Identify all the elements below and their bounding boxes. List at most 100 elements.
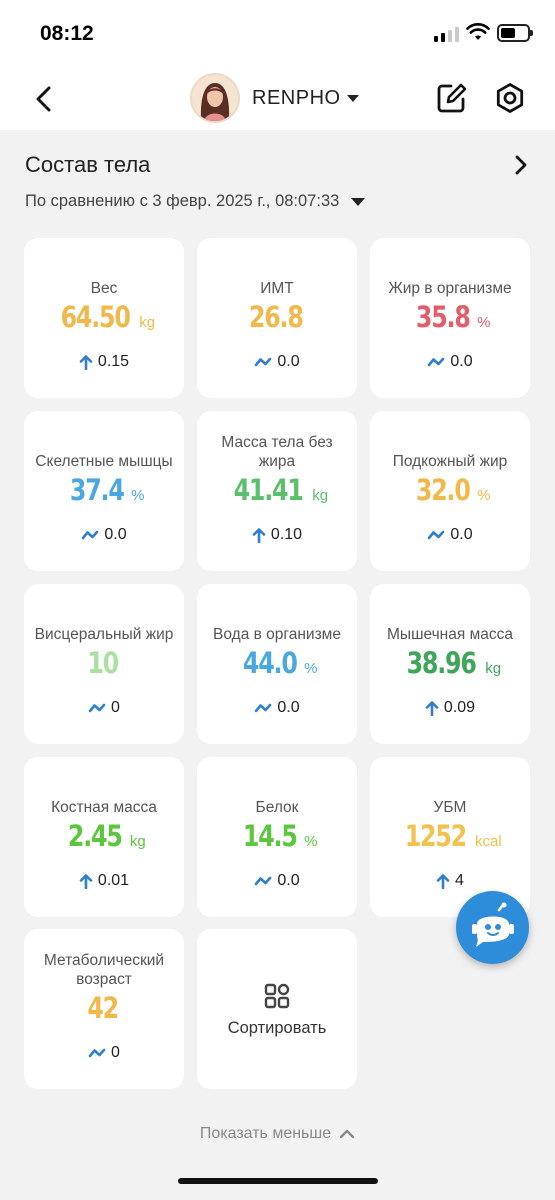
- arrow-up-icon: [79, 874, 93, 889]
- section-detail-button[interactable]: [512, 154, 530, 181]
- metric-card[interactable]: Метаболический возраст 42 0: [24, 929, 184, 1089]
- edit-icon: [437, 83, 467, 113]
- metric-unit: kg: [485, 660, 502, 677]
- metric-value: 1252: [405, 819, 467, 853]
- metric-label: Мышечная масса: [387, 626, 513, 643]
- arrow-up-icon: [425, 701, 439, 716]
- wifi-icon: [466, 22, 490, 47]
- metric-label: Метаболический возраст: [43, 952, 165, 988]
- tilde-icon: [255, 703, 272, 713]
- metric-card[interactable]: Вес 64.50 kg 0.15: [24, 238, 184, 398]
- metric-label: Вес: [90, 280, 118, 297]
- metric-change: 0.0: [277, 353, 300, 370]
- metric-unit: kg: [129, 833, 146, 850]
- top-bar: 08:12: [0, 0, 555, 130]
- caret-down-icon: [346, 94, 359, 102]
- comparison-selector[interactable]: По сравнению с 3 февр. 2025 г., 08:07:33: [25, 192, 366, 211]
- arrow-up-icon: [436, 874, 450, 889]
- cellular-signal-icon: [434, 26, 459, 42]
- assistant-button[interactable]: [456, 891, 529, 964]
- metric-change: 4: [455, 872, 464, 889]
- profile-name: RENPHO: [252, 86, 341, 109]
- metric-card[interactable]: Подкожный жир 32.0% 0.0: [370, 411, 530, 571]
- metric-change: 0.01: [97, 872, 130, 889]
- metric-unit: %: [477, 314, 491, 331]
- metric-label: Костная масса: [51, 799, 157, 816]
- gear-icon: [496, 83, 524, 113]
- metric-label: УБМ: [433, 799, 467, 816]
- metric-label: Жир в организме: [388, 280, 512, 297]
- metric-unit: kcal: [475, 833, 502, 850]
- chevron-up-icon: [339, 1129, 355, 1139]
- metric-label: Подкожный жир: [392, 453, 508, 470]
- tilde-icon: [255, 357, 272, 367]
- metric-label: ИМТ: [260, 280, 294, 297]
- metric-card[interactable]: Жир в организме 35.8% 0.0: [370, 238, 530, 398]
- sort-label: Сортировать: [227, 1019, 327, 1037]
- tilde-icon: [88, 703, 106, 713]
- metric-change: 0.10: [270, 526, 303, 543]
- metric-card[interactable]: Вода в организме 44.0% 0.0: [197, 584, 357, 744]
- back-button[interactable]: [28, 82, 62, 116]
- caret-down-icon: [351, 197, 366, 206]
- metric-card[interactable]: Масса тела без жира 41.41 kg 0.10: [197, 411, 357, 571]
- metric-card[interactable]: Костная масса 2.45 kg 0.01: [24, 757, 184, 917]
- metric-unit: %: [304, 660, 318, 677]
- arrow-up-icon: [252, 528, 266, 543]
- metric-value: 37.4: [69, 473, 124, 507]
- metric-unit: kg: [312, 487, 329, 504]
- metric-label: Вода в организме: [213, 626, 341, 643]
- metric-label: Масса тела без жира: [221, 434, 333, 470]
- status-time: 08:12: [40, 22, 94, 45]
- show-less-label: Показать меньше: [199, 1125, 332, 1142]
- home-indicator: [178, 1178, 378, 1184]
- metric-change: 0: [111, 1044, 120, 1061]
- metric-change: 0.0: [450, 526, 473, 543]
- metric-card[interactable]: Белок 14.5% 0.0: [197, 757, 357, 917]
- show-less-button[interactable]: Показать меньше: [0, 1125, 555, 1143]
- tilde-icon: [428, 357, 445, 367]
- metric-value: 64.50: [60, 300, 131, 334]
- metric-card[interactable]: УБМ 1252 kcal 4: [370, 757, 530, 917]
- metric-value: 41.41: [233, 473, 304, 507]
- navigation-bar: RENPHO: [0, 70, 555, 126]
- metric-change: 0.09: [443, 699, 476, 716]
- metric-card[interactable]: Мышечная масса 38.96 kg 0.09: [370, 584, 530, 744]
- metric-unit: %: [304, 833, 318, 850]
- metric-change: 0.0: [450, 353, 473, 370]
- metric-change: 0.0: [104, 526, 127, 543]
- chevron-right-icon: [515, 155, 527, 175]
- robot-assistant-icon: [471, 902, 514, 947]
- profile-selector[interactable]: RENPHO: [190, 72, 359, 124]
- avatar: [190, 73, 240, 123]
- tilde-icon: [428, 530, 445, 540]
- metric-card[interactable]: ИМТ 26.8 0.0: [197, 238, 357, 398]
- metric-value: 44.0: [242, 646, 297, 680]
- status-bar: 08:12: [0, 0, 555, 68]
- metric-value: 42: [87, 991, 120, 1025]
- tilde-icon: [82, 530, 99, 540]
- metric-value: 10: [87, 646, 120, 680]
- metric-unit: kg: [139, 314, 156, 331]
- metric-value: 35.8: [415, 300, 470, 334]
- comparison-text: По сравнению с 3 февр. 2025 г., 08:07:33: [25, 192, 340, 210]
- edit-button[interactable]: [436, 82, 467, 119]
- metric-change: 0.0: [277, 699, 300, 716]
- metric-value: 26.8: [249, 300, 304, 334]
- metric-card[interactable]: Скелетные мышцы 37.4% 0.0: [24, 411, 184, 571]
- metric-value: 32.0: [415, 473, 470, 507]
- sort-card[interactable]: Сортировать: [197, 929, 357, 1089]
- metric-card[interactable]: Висцеральный жир 10 0: [24, 584, 184, 744]
- metric-value: 38.96: [406, 646, 477, 680]
- tilde-icon: [255, 876, 272, 886]
- sort-grid-icon: [264, 983, 290, 1009]
- battery-icon: [497, 24, 533, 42]
- settings-button[interactable]: [494, 82, 526, 119]
- metric-change: 0: [111, 699, 120, 716]
- metric-unit: %: [477, 487, 491, 504]
- metric-label: Скелетные мышцы: [35, 453, 173, 470]
- metric-value: 14.5: [242, 819, 297, 853]
- chevron-left-icon: [36, 86, 51, 112]
- metric-value: 2.45: [68, 819, 123, 853]
- tilde-icon: [88, 1048, 106, 1058]
